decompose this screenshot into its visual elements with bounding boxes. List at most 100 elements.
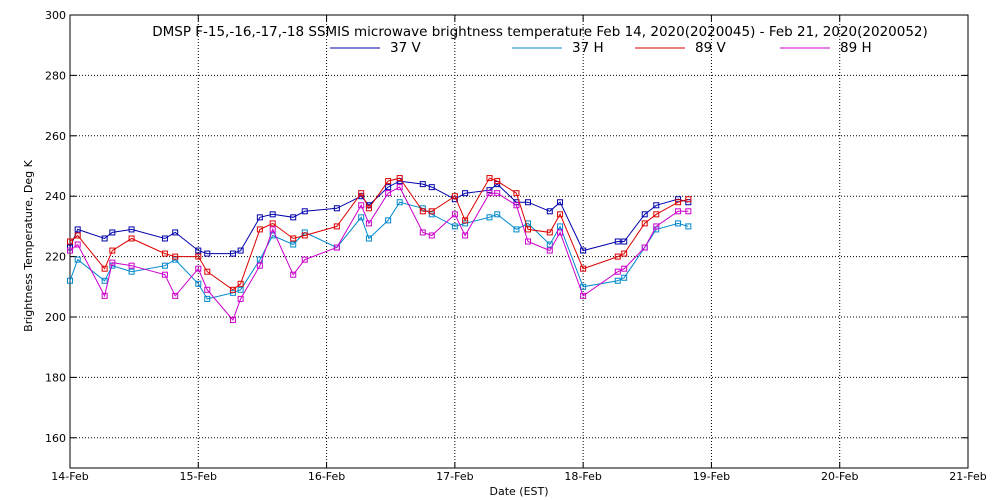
data-point [685,208,692,215]
data-point [128,235,135,242]
y-tick-label: 220 [45,251,66,264]
data-point [428,208,435,215]
data-point [685,196,692,203]
data-point [204,250,211,257]
data-point [675,220,682,227]
data-point [675,199,682,206]
data-point [557,229,564,236]
data-point [621,250,628,257]
data-point [101,277,108,284]
data-point [486,214,493,221]
data-point [290,235,297,242]
data-point [109,247,116,254]
data-point [172,253,179,260]
data-point [358,214,365,221]
data-point [428,232,435,239]
x-tick-label: 17-Feb [436,470,473,483]
x-tick-label: 21-Feb [949,470,986,483]
data-point [269,220,276,227]
axis-ticks: 160 180 200 220 240 260 280 300 14-Feb 15-Feb 16-F… [45,9,987,483]
data-point [333,244,340,251]
data-point [580,265,587,272]
data-point [462,232,469,239]
x-tick-label: 20-Feb [821,470,858,483]
data-point [513,202,520,209]
data-point [195,280,202,287]
data-point [685,199,692,206]
data-point [237,286,244,293]
data-point [290,241,297,248]
grid [70,15,968,468]
data-point [172,256,179,263]
data-point [301,232,308,239]
data-point [229,317,236,324]
data-point [101,265,108,272]
data-point [161,250,168,257]
data-point [621,265,628,272]
legend-label: 37 V [390,40,421,56]
data-point [614,277,621,284]
data-point [396,184,403,191]
data-point [494,190,501,197]
data-point [385,184,392,191]
data-point [204,295,211,302]
y-tick-label: 260 [45,130,66,143]
legend-entry: 89 V [635,40,726,56]
data-point [67,247,73,254]
data-point [513,226,520,233]
data-point [486,175,493,182]
data-point [685,223,692,230]
legend-label: 37 H [572,40,604,56]
data-point [419,181,426,188]
data-point [365,205,372,212]
data-point [256,214,263,221]
data-point [290,214,297,221]
data-point [161,271,168,278]
data-point [524,238,531,245]
data-point [557,223,564,230]
data-point [385,217,392,224]
data-point [524,226,531,233]
y-tick-label: 240 [45,190,66,203]
data-point [653,211,660,218]
data-point [396,199,403,206]
data-point [385,178,392,185]
legend-entry: 89 H [780,40,872,56]
data-point [621,274,628,281]
data-point [365,235,372,242]
data-point [546,229,553,236]
data-point [614,253,621,260]
data-point [419,208,426,215]
data-point [333,205,340,212]
data-point [614,238,621,245]
data-point [204,268,211,275]
data-point [580,283,587,290]
data-point [128,268,135,275]
data-point [451,193,458,200]
data-point [641,244,648,251]
y-axis-label: Brightness Temperature, Deg K [22,159,35,331]
data-point [641,211,648,218]
series-group [67,184,692,324]
data-point [256,226,263,233]
data-point [385,190,392,197]
data-point [128,262,135,269]
data-point [557,199,564,206]
data-point [172,292,179,299]
series-group [67,175,692,293]
series-line [69,186,689,321]
data-point [462,217,469,224]
data-point [74,241,81,248]
data-point [614,268,621,275]
y-tick-label: 160 [45,432,66,445]
data-point [486,190,493,197]
data-point [237,247,244,254]
data-point [204,286,211,293]
data-point [580,247,587,254]
x-tick-label: 15-Feb [180,470,217,483]
data-point [580,292,587,299]
legend-entry: 37 V [330,40,421,56]
data-point [229,250,236,257]
data-point [641,220,648,227]
y-tick-label: 180 [45,371,66,384]
